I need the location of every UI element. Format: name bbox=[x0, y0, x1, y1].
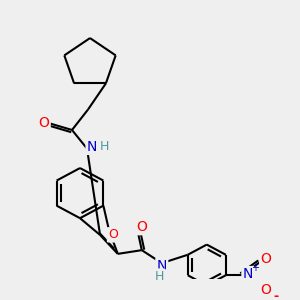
Text: O: O bbox=[260, 252, 271, 266]
Text: H: H bbox=[99, 140, 109, 153]
Text: O: O bbox=[136, 220, 147, 234]
Text: O: O bbox=[260, 283, 271, 297]
Text: +: + bbox=[251, 263, 259, 273]
Text: H: H bbox=[155, 270, 164, 283]
Text: O: O bbox=[108, 228, 118, 241]
Text: N: N bbox=[87, 140, 97, 154]
Text: N: N bbox=[157, 259, 167, 273]
Text: -: - bbox=[273, 290, 278, 300]
Text: N: N bbox=[243, 267, 253, 281]
Text: O: O bbox=[39, 116, 50, 130]
